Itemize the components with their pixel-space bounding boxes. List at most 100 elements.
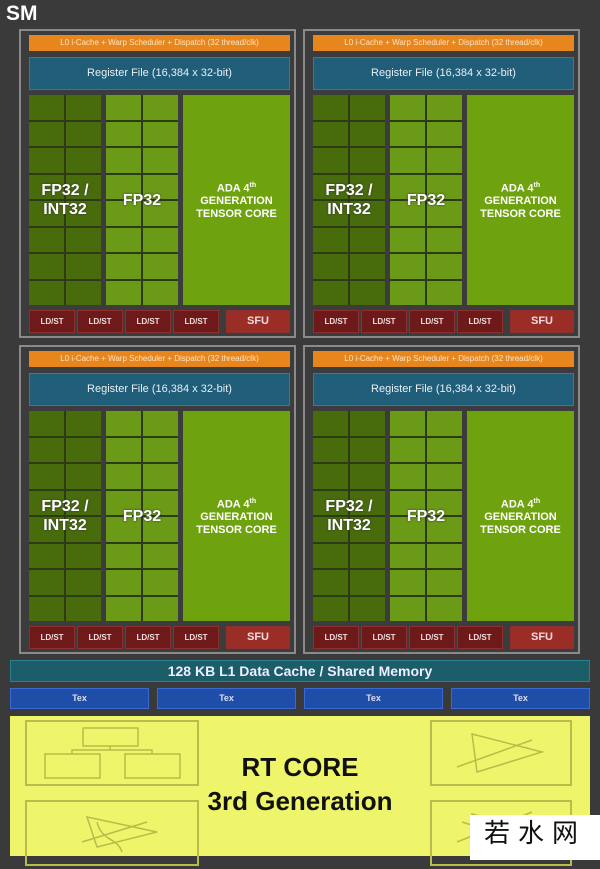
ray-triangle-icon [430,720,572,786]
core-cell [427,570,462,595]
core-cell [66,596,101,621]
core-cell [106,543,141,568]
core-cell [390,570,425,595]
core-cell [106,148,141,173]
tensor-line1: ADA 4 [500,498,534,511]
core-cell [66,174,101,199]
bvh-tree-icon [25,720,199,786]
warp-scheduler: L0 i-Cache + Warp Scheduler + Dispatch (… [29,351,290,367]
core-cell [313,490,348,515]
core-cell [313,596,348,621]
core-cell [427,596,462,621]
tensor-line2: GENERATION [200,195,273,208]
core-cell [29,517,64,542]
rt-core-generation: 3rd Generation [207,786,393,816]
core-cell [390,543,425,568]
core-cell [427,254,462,279]
core-cell [390,227,425,252]
register-file: Register File (16,384 x 32-bit) [29,57,290,90]
core-cell [313,570,348,595]
ldst-unit: LD/ST [77,310,123,333]
tensor-line2: GENERATION [484,511,557,524]
core-cell [66,543,101,568]
core-cell [66,254,101,279]
fp32-label: FP32 [406,507,446,525]
core-cell [390,174,425,199]
sfu-unit: SFU [510,626,574,649]
ldst-unit: LD/ST [313,626,359,649]
sm-title: SM [6,2,38,25]
core-cell [143,596,178,621]
core-cell [390,95,425,120]
core-cell [313,411,348,436]
fp32-int32-cores [313,95,385,305]
core-cell [66,437,101,462]
ldst-unit: LD/ST [361,626,407,649]
core-cell [143,437,178,462]
core-cell [106,174,141,199]
core-cell [29,437,64,462]
tex-unit: Tex [10,688,149,709]
core-cell [427,121,462,146]
core-cell [390,490,425,515]
core-cell [66,517,101,542]
core-cell [29,174,64,199]
core-cell [390,201,425,226]
tensor-sup: th [249,181,257,189]
core-cell [350,464,385,489]
core-cell [350,254,385,279]
core-cell [106,227,141,252]
core-cell [29,201,64,226]
core-cell [313,201,348,226]
core-cell [350,174,385,199]
core-cell [66,201,101,226]
core-cell [143,148,178,173]
tensor-line1: ADA 4 [216,182,250,195]
core-cell [350,148,385,173]
core-cell [427,464,462,489]
ldst-unit: LD/ST [457,310,503,333]
ldst-unit: LD/ST [173,626,219,649]
tex-unit: Tex [157,688,296,709]
core-cell [427,490,462,515]
core-cell [313,437,348,462]
ldst-unit: LD/ST [125,626,171,649]
core-cell [350,411,385,436]
core-cell [350,201,385,226]
core-cell [106,280,141,305]
fp32-int32-label: FP32 / INT32 [41,182,89,218]
core-cell [390,464,425,489]
core-cell [350,596,385,621]
core-cell [390,148,425,173]
core-cell [29,464,64,489]
core-cell [427,280,462,305]
register-file: Register File (16,384 x 32-bit) [313,373,574,406]
core-cell [29,227,64,252]
core-cell [350,543,385,568]
tensor-sup: th [249,497,257,505]
tensor-line1: ADA 4 [216,498,250,511]
fp32-int32-cores [29,95,101,305]
fp32-int32-cores [29,411,101,621]
ldst-unit: LD/ST [409,626,455,649]
core-cell [427,95,462,120]
tex-unit: Tex [451,688,590,709]
sfu-unit: SFU [226,310,290,333]
core-cell [350,227,385,252]
tensor-line3: TENSOR CORE [480,208,561,221]
core-cell [313,280,348,305]
core-cell [106,411,141,436]
tensor-core: ADA 4th GENERATION TENSOR CORE [183,411,290,621]
watermark-logo: 若水网 [470,815,600,860]
core-cell [350,280,385,305]
core-cell [66,280,101,305]
register-file: Register File (16,384 x 32-bit) [29,373,290,406]
core-cell [66,411,101,436]
rt-core-title: RT CORE [241,752,359,782]
tensor-line2: GENERATION [200,511,273,524]
rt-core-label: RT CORE 3rd Generation [150,750,450,818]
core-cell [106,464,141,489]
core-cell [66,121,101,146]
ldst-unit: LD/ST [173,310,219,333]
warp-scheduler: L0 i-Cache + Warp Scheduler + Dispatch (… [313,351,574,367]
